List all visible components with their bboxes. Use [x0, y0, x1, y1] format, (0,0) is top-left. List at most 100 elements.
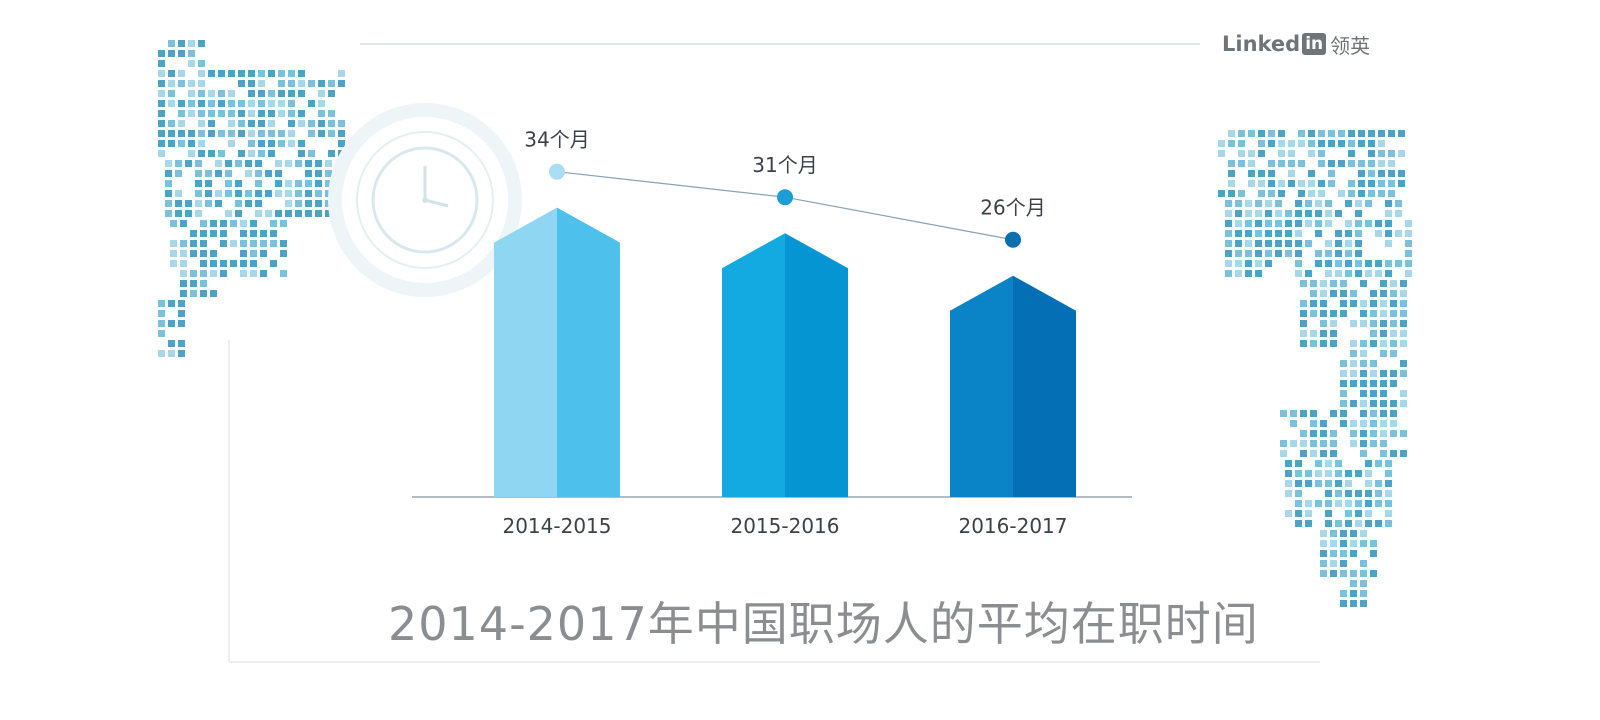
map-dot	[1228, 190, 1235, 197]
map-dot	[1235, 240, 1242, 247]
map-dot	[255, 210, 262, 217]
map-dot	[1295, 460, 1302, 467]
map-dot	[305, 210, 312, 217]
map-dot	[1245, 200, 1252, 207]
map-dot	[178, 120, 185, 127]
map-dot	[1275, 240, 1282, 247]
map-dot	[288, 100, 295, 107]
map-dot	[288, 130, 295, 137]
map-dot	[1388, 130, 1395, 137]
map-dot	[1290, 410, 1297, 417]
map-dot	[325, 180, 332, 187]
map-dot	[1265, 240, 1272, 247]
map-dot	[208, 150, 215, 157]
map-dot	[1275, 200, 1282, 207]
map-dot	[1360, 410, 1367, 417]
map-dot	[1368, 180, 1375, 187]
map-dot	[1310, 410, 1317, 417]
map-dot	[158, 70, 165, 77]
map-dot	[1335, 240, 1342, 247]
brand-prefix: Linked	[1222, 32, 1301, 56]
map-dot	[1375, 500, 1382, 507]
map-dot	[258, 80, 265, 87]
map-dot	[1360, 400, 1367, 407]
map-dot	[315, 180, 322, 187]
map-dot	[308, 150, 315, 157]
map-dot	[1398, 130, 1405, 137]
map-dot	[1395, 230, 1402, 237]
map-dot	[1285, 230, 1292, 237]
map-dot	[1258, 130, 1265, 137]
map-dot	[178, 300, 185, 307]
map-dot	[1385, 470, 1392, 477]
map-dot	[298, 80, 305, 87]
map-dot	[208, 70, 215, 77]
map-dot	[190, 250, 197, 257]
map-dot	[170, 220, 177, 227]
map-dot	[1360, 430, 1367, 437]
map-dot	[1400, 300, 1407, 307]
map-dot	[268, 70, 275, 77]
map-dot	[185, 160, 192, 167]
map-dot	[1360, 360, 1367, 367]
map-dot	[170, 250, 177, 257]
map-dot	[278, 80, 285, 87]
map-dot	[1350, 340, 1357, 347]
map-dot	[168, 50, 175, 57]
data-label: 34个月	[524, 128, 589, 152]
map-dot	[245, 160, 252, 167]
map-dot	[1295, 260, 1302, 267]
map-dot	[1248, 150, 1255, 157]
map-dot	[278, 110, 285, 117]
map-dot	[198, 60, 205, 67]
map-dot	[1340, 410, 1347, 417]
map-dot	[158, 320, 165, 327]
map-dot	[180, 250, 187, 257]
data-label: 31个月	[752, 153, 817, 177]
map-dot	[1228, 160, 1235, 167]
map-dot	[1370, 380, 1377, 387]
map-dot	[288, 70, 295, 77]
map-dot	[168, 70, 175, 77]
map-dot	[180, 280, 187, 287]
map-dot	[268, 120, 275, 127]
map-dot	[1315, 480, 1322, 487]
map-dot	[1350, 580, 1357, 587]
map-dot	[178, 110, 185, 117]
map-dot	[178, 70, 185, 77]
map-dot	[1345, 230, 1352, 237]
map-dot	[1320, 420, 1327, 427]
map-dot	[178, 80, 185, 87]
map-dot	[1275, 230, 1282, 237]
map-dot	[1350, 420, 1357, 427]
map-dot	[1310, 420, 1317, 427]
map-dot	[1265, 220, 1272, 227]
map-dot	[1325, 480, 1332, 487]
bar-2016-2017-right-face	[1013, 275, 1076, 497]
map-dot	[238, 80, 245, 87]
map-dot	[1390, 370, 1397, 377]
map-dot	[188, 50, 195, 57]
map-dot	[175, 190, 182, 197]
map-dot	[188, 140, 195, 147]
map-dot	[1385, 240, 1392, 247]
map-dot	[1310, 280, 1317, 287]
map-dot	[208, 120, 215, 127]
map-dot	[1368, 140, 1375, 147]
map-dot	[205, 190, 212, 197]
map-dot	[198, 130, 205, 137]
world-map-right-graphic	[1218, 130, 1412, 607]
map-dot	[235, 200, 242, 207]
map-dot	[198, 90, 205, 97]
map-dot	[1350, 600, 1357, 607]
map-dot	[1368, 130, 1375, 137]
map-dot	[1375, 480, 1382, 487]
map-dot	[1238, 160, 1245, 167]
map-dot	[1235, 260, 1242, 267]
map-dot	[158, 310, 165, 317]
map-dot	[1265, 230, 1272, 237]
map-dot	[1380, 380, 1387, 387]
map-dot	[1405, 240, 1412, 247]
map-dot	[1340, 600, 1347, 607]
map-dot	[1370, 300, 1377, 307]
